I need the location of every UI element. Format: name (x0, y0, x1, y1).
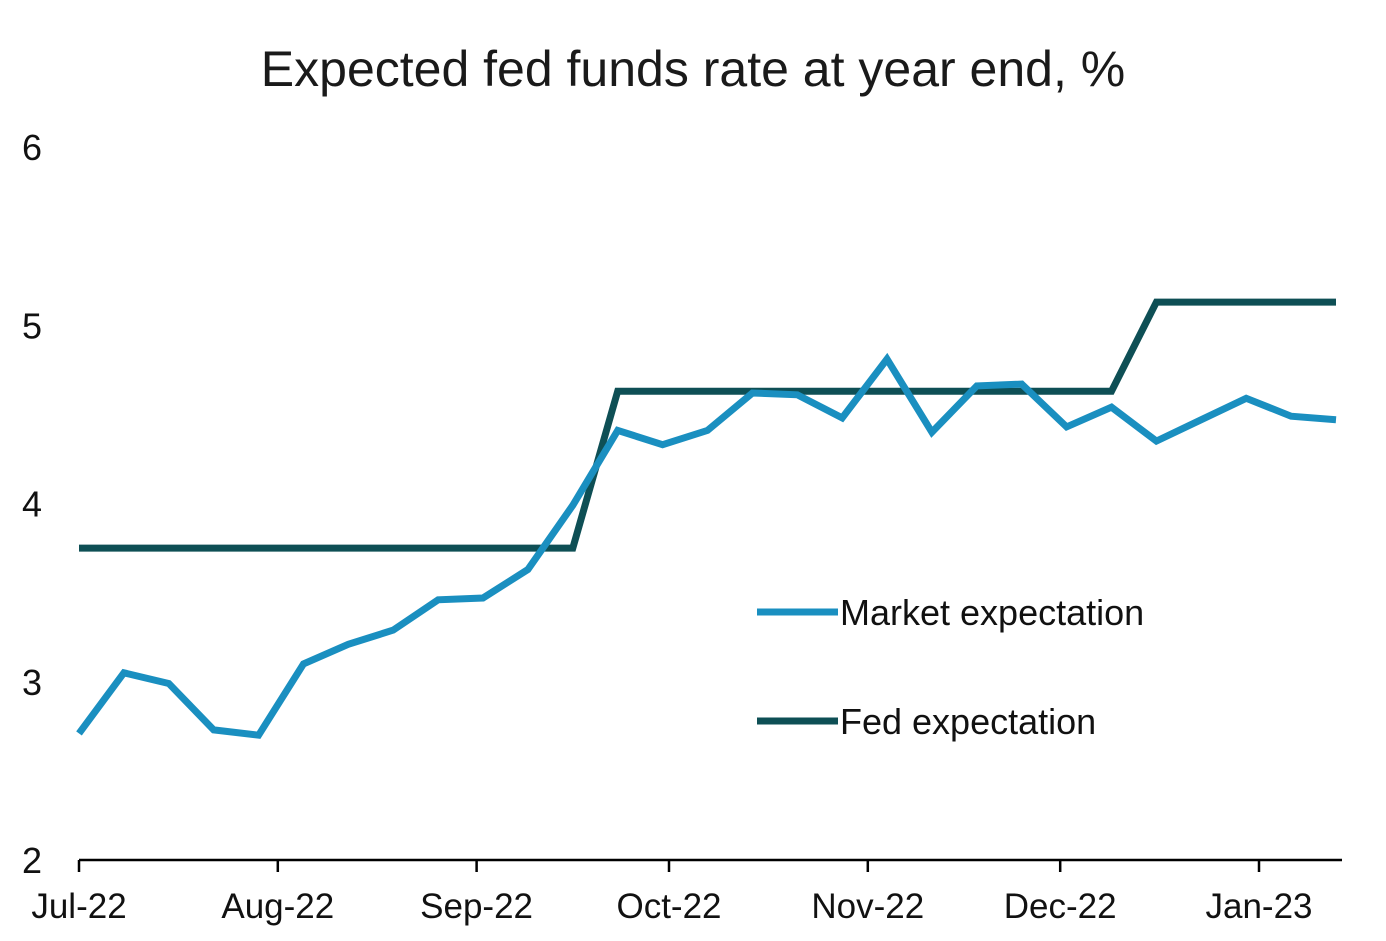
x-tick-label: Nov-22 (811, 887, 924, 926)
y-tick-label: 2 (22, 840, 42, 881)
series-line-fed-expectation (79, 298, 1336, 552)
x-tick-label: Dec-22 (1004, 887, 1117, 926)
y-tick-label: 3 (22, 662, 42, 703)
x-tick-label: Jan-23 (1205, 887, 1312, 926)
x-tick-label: Oct-22 (616, 887, 721, 926)
chart-title: Expected fed funds rate at year end, % (260, 41, 1126, 97)
series-line-market-expectation (76, 352, 1337, 739)
y-tick-label: 4 (22, 484, 42, 525)
x-tick-label: Jul-22 (31, 887, 126, 926)
y-tick-label: 6 (22, 127, 42, 168)
y-tick-label: 5 (22, 305, 42, 346)
legend-label-market-expectation: Market expectation (840, 592, 1144, 633)
x-tick-label: Aug-22 (221, 887, 334, 926)
legend-label-fed-expectation: Fed expectation (840, 701, 1096, 742)
x-tick-label: Sep-22 (420, 887, 533, 926)
